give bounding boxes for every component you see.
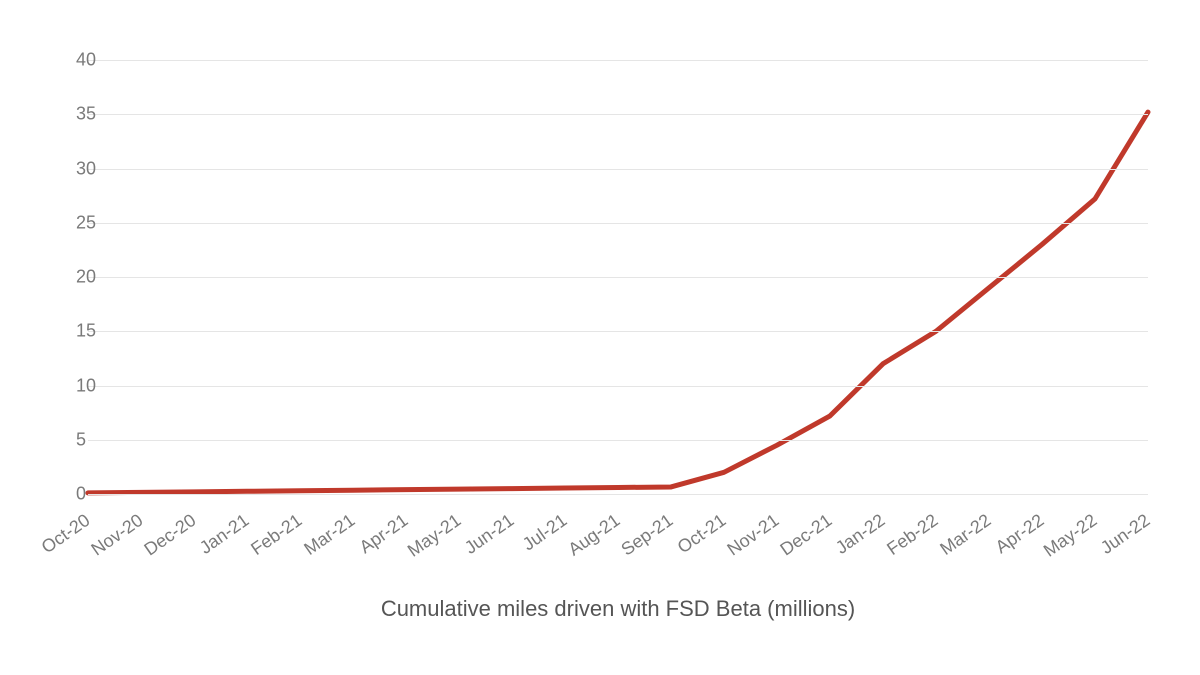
gridline [88,440,1148,441]
plot-area: 0510152025303540Oct-20Nov-20Dec-20Jan-21… [88,60,1148,494]
gridline [88,331,1148,332]
x-tick-label: Mar-22 [936,510,995,560]
gridline [88,494,1148,495]
x-tick-label: May-22 [1040,510,1101,562]
gridline [88,223,1148,224]
x-tick-label: Feb-21 [247,510,306,560]
x-tick-label: Oct-21 [674,510,730,558]
line-chart: 0510152025303540Oct-20Nov-20Dec-20Jan-21… [0,0,1200,675]
x-tick-label: Mar-21 [300,510,359,560]
x-tick-label: Nov-21 [723,510,783,560]
x-tick-label: Jan-21 [196,510,253,559]
x-tick-label: Jan-22 [832,510,889,559]
gridline [88,277,1148,278]
x-tick-label: Nov-20 [87,510,147,560]
x-tick-label: May-21 [404,510,465,562]
x-axis-title: Cumulative miles driven with FSD Beta (m… [88,596,1148,622]
gridline [88,386,1148,387]
x-tick-label: Aug-21 [564,510,624,560]
gridline [88,114,1148,115]
x-tick-label: Apr-21 [356,510,412,558]
x-tick-label: Feb-22 [883,510,942,560]
x-tick-label: Jul-21 [519,510,571,555]
x-tick-label: Jun-21 [461,510,518,559]
x-tick-label: Oct-20 [38,510,94,558]
x-tick-label: Dec-20 [140,510,200,560]
x-tick-label: Jun-22 [1097,510,1154,559]
x-tick-label: Sep-21 [617,510,677,560]
gridline [88,169,1148,170]
x-tick-label: Dec-21 [776,510,836,560]
x-tick-label: Apr-22 [992,510,1048,558]
gridline [88,60,1148,61]
